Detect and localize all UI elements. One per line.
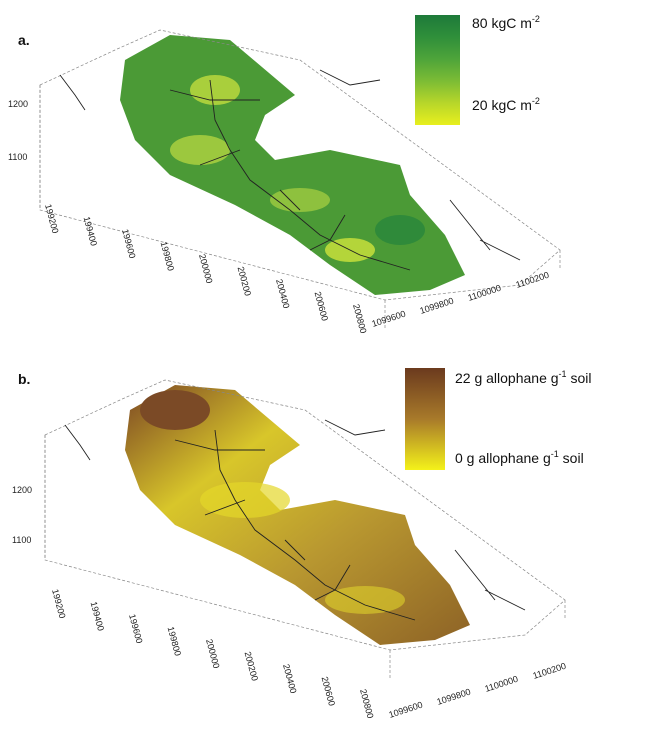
z-tick-label: 1200 [12,485,32,495]
legend-b [405,368,445,470]
x-tick-label: 199600 [120,228,137,260]
legend-sup: -2 [532,96,540,106]
x-tick-label: 199200 [43,203,60,235]
panel-label: b. [18,371,30,387]
x-tick-label: 200000 [197,253,214,285]
legend-sup: -1 [551,449,559,459]
x-tick-label: 200000 [204,638,221,670]
legend-label: 0 g allophane g-1 soil [455,449,584,466]
legend-sup: -2 [532,14,540,24]
panel-a [39,15,561,331]
x-tick-label: 199800 [166,625,183,657]
legend-label: 22 g allophane g-1 soil [455,369,591,386]
legend-label: 20 kgC m-2 [472,96,540,113]
x-tick-label: 199800 [159,240,176,272]
x-tick-label: 200400 [281,663,298,695]
z-tick-label: 1100 [8,152,27,162]
panel-b [44,379,566,681]
legend-text: 22 g allophane g [455,370,559,386]
y-tick-label: 1099800 [436,687,472,707]
legend-text: 0 g allophane g [455,450,551,466]
z-tick-label: 1100 [12,535,31,545]
legend-label: 80 kgC m-2 [472,14,540,31]
y-tick-label: 1100200 [515,270,551,290]
x-tick-label: 199400 [89,600,106,632]
x-tick-label: 200400 [274,278,291,310]
z-tick-label: 1200 [8,99,28,109]
y-tick-label: 1100000 [484,674,520,694]
legend-text: 80 kgC m [472,15,532,31]
legend-text: 20 kgC m [472,97,532,113]
legend-tail: soil [567,370,592,386]
legend-sup: -1 [559,369,567,379]
x-tick-label: 199200 [50,588,67,620]
x-tick-label: 200200 [236,265,253,297]
legend-tail: soil [559,450,584,466]
x-tick-label: 199400 [82,215,99,247]
y-tick-label: 1100200 [532,661,568,681]
y-tick-label: 1099600 [371,309,407,329]
y-tick-label: 1100000 [467,283,503,303]
x-tick-label: 199600 [127,613,144,645]
panel-label: a. [18,32,30,48]
x-tick-label: 200600 [320,675,337,707]
x-tick-label: 200600 [313,290,330,322]
x-tick-label: 200200 [243,650,260,682]
x-tick-label: 200800 [351,303,368,335]
y-tick-label: 1099800 [419,296,455,316]
y-tick-label: 1099600 [388,700,424,720]
x-tick-label: 200800 [358,688,375,720]
